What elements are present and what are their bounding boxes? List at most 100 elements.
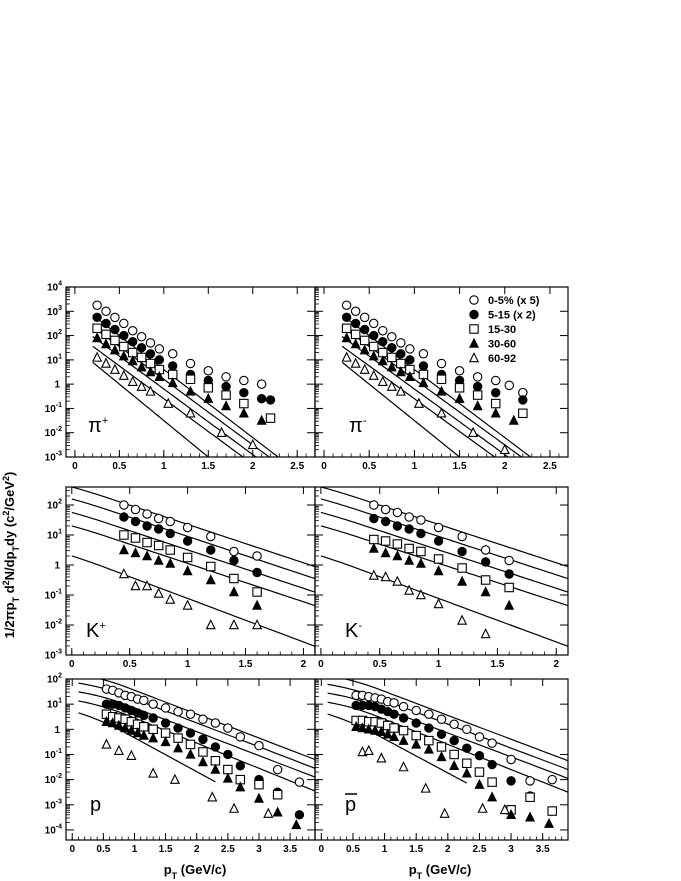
data-point — [206, 545, 216, 555]
y-tick-label: 10-1 — [45, 748, 62, 761]
fit-curve — [92, 361, 210, 457]
data-markers — [368, 500, 515, 639]
x-tick-label: 3 — [508, 844, 514, 855]
data-point — [368, 369, 379, 380]
y-tick-label: 10-1 — [45, 402, 62, 415]
data-point — [154, 371, 165, 382]
data-point — [165, 557, 176, 568]
data-point — [148, 713, 158, 723]
data-point — [376, 726, 387, 737]
data-point — [368, 341, 379, 352]
data-point — [389, 731, 400, 742]
panel-pi-plus: 0 0.5 1 1.5 2 2.5 10-3 10-2 10-1 1 101 102 103 104 π+ — [45, 281, 316, 472]
x-tick-label: 1 — [436, 659, 442, 670]
panel-pi-minus: 0 0.5 1 1.5 2 2.5 π- — [314, 286, 569, 472]
data-point — [141, 580, 153, 591]
y-tick-label: 101 — [47, 698, 62, 711]
data-point — [468, 426, 479, 437]
data-point — [119, 500, 129, 510]
data-point — [376, 752, 387, 763]
data-point — [396, 338, 406, 348]
data-point — [145, 349, 156, 359]
data-point — [525, 776, 535, 786]
data-point — [252, 599, 263, 610]
data-point — [118, 568, 129, 579]
data-point — [139, 722, 149, 732]
data-point — [378, 336, 388, 347]
fit-curves — [320, 487, 568, 647]
particle-label: π+ — [88, 415, 108, 437]
data-point — [359, 312, 370, 323]
data-point — [101, 715, 112, 726]
data-point — [378, 325, 388, 336]
data-point — [350, 329, 361, 340]
data-point — [341, 312, 352, 323]
particle-label: π- — [349, 415, 367, 437]
data-point — [229, 546, 239, 557]
data-point — [182, 536, 193, 546]
y-tick-label: 10-4 — [45, 823, 62, 836]
data-point — [198, 747, 208, 757]
legend-label: 0-5% (x 5) — [488, 295, 540, 307]
x-tick-label: 3.5 — [283, 844, 297, 855]
x-tick-label: 2 — [250, 461, 256, 472]
x-tick-label: 0 — [321, 461, 327, 472]
data-point — [173, 723, 183, 733]
data-point — [222, 772, 233, 783]
data-point — [142, 537, 152, 548]
data-point — [216, 426, 227, 437]
data-point — [110, 335, 120, 346]
x-tick-label: 2 — [445, 844, 451, 855]
data-point — [424, 709, 434, 719]
data-point — [350, 338, 361, 349]
data-point — [252, 567, 262, 578]
data-point — [173, 706, 183, 717]
data-point — [101, 329, 111, 340]
data-point — [110, 324, 120, 335]
data-point — [101, 338, 112, 349]
data-point — [439, 807, 450, 818]
x-tick-label: 2 — [301, 659, 307, 670]
fit-curve — [320, 487, 568, 568]
x-tick-label: 0.5 — [346, 844, 360, 855]
plot-frame — [314, 486, 569, 656]
data-point — [165, 545, 175, 555]
y-tick-label: 103 — [47, 305, 62, 318]
data-point — [92, 332, 103, 343]
x-tick-label: 1.5 — [239, 659, 253, 670]
data-point — [377, 355, 388, 366]
data-point — [490, 407, 501, 418]
y-tick-label: 102 — [47, 673, 62, 686]
data-point — [203, 383, 214, 393]
data-point — [368, 569, 379, 580]
data-point — [341, 351, 352, 362]
data-point — [480, 557, 491, 567]
legend-label: 5-15 (x 2) — [488, 310, 536, 322]
data-point — [411, 730, 421, 741]
data-markers — [118, 500, 263, 630]
fit-curve — [341, 314, 532, 457]
data-point — [252, 619, 263, 630]
y-axis-title: 1/2πpT d2N/dpTdy (c2/GeV2) — [1, 472, 21, 639]
data-point — [221, 390, 231, 400]
x-tick-label: 0.5 — [112, 461, 126, 472]
data-point — [449, 735, 459, 746]
data-point — [359, 363, 370, 374]
data-point — [370, 724, 381, 735]
data-point — [119, 512, 129, 522]
data-point — [139, 710, 149, 721]
y-tick-label: 10-3 — [45, 798, 62, 811]
data-point — [404, 371, 415, 382]
data-point — [405, 344, 415, 354]
data-point — [272, 806, 283, 817]
data-point — [223, 749, 233, 760]
data-point — [142, 509, 152, 519]
data-point — [350, 306, 361, 317]
data-point — [480, 545, 491, 555]
data-point — [210, 763, 221, 774]
data-point — [160, 728, 171, 738]
data-point — [436, 358, 447, 369]
data-point — [504, 569, 514, 579]
data-point — [387, 352, 397, 363]
